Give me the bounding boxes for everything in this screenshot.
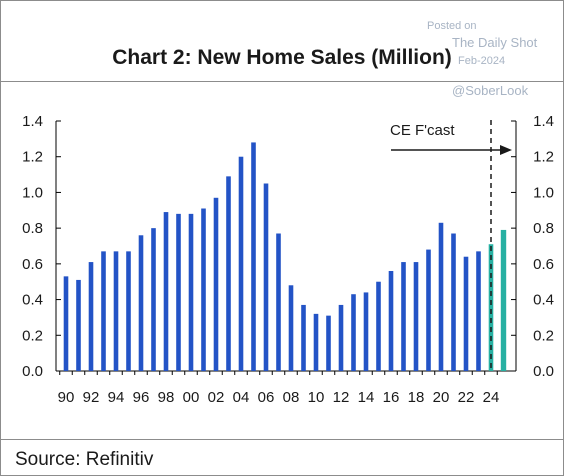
bar xyxy=(426,249,431,371)
x-tick-label: 04 xyxy=(233,389,250,406)
y-tick-label-left: 1.4 xyxy=(22,113,43,130)
bar xyxy=(351,294,356,371)
y-tick-label-right: 0.2 xyxy=(533,327,554,344)
bar xyxy=(163,212,169,371)
bar xyxy=(476,251,481,371)
bar xyxy=(238,156,244,371)
bar xyxy=(388,271,394,371)
watermark-site: The Daily Shot xyxy=(452,35,538,50)
bar xyxy=(63,276,69,371)
bar xyxy=(438,222,444,371)
y-tick-label-left: 0.0 xyxy=(22,363,43,380)
bar xyxy=(251,142,256,371)
bar xyxy=(363,292,369,371)
x-tick-label: 90 xyxy=(58,389,75,406)
bar xyxy=(288,285,294,371)
bar xyxy=(276,233,281,371)
bar xyxy=(213,197,219,371)
x-tick-label: 92 xyxy=(83,389,100,406)
watermark-date: Feb-2024 xyxy=(458,55,506,67)
bar xyxy=(101,251,106,371)
bar xyxy=(226,176,231,371)
y-tick-label-right: 0.0 xyxy=(533,363,554,380)
bar xyxy=(201,208,206,371)
x-tick-label: 08 xyxy=(283,389,300,406)
watermark-posted: Posted on xyxy=(427,20,477,32)
x-tick-label: 12 xyxy=(333,389,350,406)
x-tick-label: 22 xyxy=(458,389,475,406)
bar xyxy=(88,262,94,371)
bar xyxy=(376,281,381,371)
bar xyxy=(126,251,131,371)
bar xyxy=(451,233,456,371)
x-tick-label: 20 xyxy=(433,389,450,406)
title-divider xyxy=(1,81,563,82)
y-tick-label-right: 1.2 xyxy=(533,149,554,166)
bar xyxy=(313,313,319,371)
watermark-handle: @SoberLook xyxy=(452,83,529,98)
bar xyxy=(413,262,419,371)
bar xyxy=(176,213,181,371)
bar xyxy=(138,235,144,371)
y-tick-label-right: 0.6 xyxy=(533,256,554,273)
chart-title: Chart 2: New Home Sales (Million) xyxy=(112,46,452,69)
bar xyxy=(113,251,119,371)
y-tick-label-right: 1.4 xyxy=(533,113,554,130)
x-tick-label: 18 xyxy=(408,389,425,406)
y-tick-label-left: 0.8 xyxy=(22,220,43,237)
bar xyxy=(338,304,344,371)
y-tick-label-right: 0.4 xyxy=(533,292,554,309)
x-tick-label: 94 xyxy=(108,389,125,406)
x-tick-label: 98 xyxy=(158,389,175,406)
x-tick-label: 14 xyxy=(358,389,375,406)
bar xyxy=(488,244,494,371)
y-tick-label-right: 0.8 xyxy=(533,220,554,237)
y-tick-label-left: 0.4 xyxy=(22,292,43,309)
y-tick-label-left: 0.2 xyxy=(22,327,43,344)
source-note: Source: Refinitiv xyxy=(15,449,154,470)
forecast-annotation: CE F'cast xyxy=(390,122,455,139)
x-tick-label: 00 xyxy=(183,389,200,406)
y-tick-label-left: 1.2 xyxy=(22,149,43,166)
bar xyxy=(151,228,156,371)
bar xyxy=(401,262,406,371)
x-tick-label: 16 xyxy=(383,389,400,406)
x-tick-label: 10 xyxy=(308,389,325,406)
bar xyxy=(76,279,81,371)
bar xyxy=(188,213,194,371)
x-tick-label: 96 xyxy=(133,389,150,406)
y-tick-label-left: 1.0 xyxy=(22,184,43,201)
bar xyxy=(326,315,331,371)
forecast-arrow-head xyxy=(500,145,512,155)
x-tick-label: 02 xyxy=(208,389,225,406)
bar xyxy=(301,304,306,371)
x-tick-label: 06 xyxy=(258,389,275,406)
x-tick-label: 24 xyxy=(483,389,500,406)
y-tick-label-left: 0.6 xyxy=(22,256,43,273)
bar xyxy=(263,183,269,371)
bar-forecast xyxy=(500,229,507,371)
footer-divider xyxy=(1,439,563,440)
y-tick-label-right: 1.0 xyxy=(533,184,554,201)
bar xyxy=(463,256,469,371)
